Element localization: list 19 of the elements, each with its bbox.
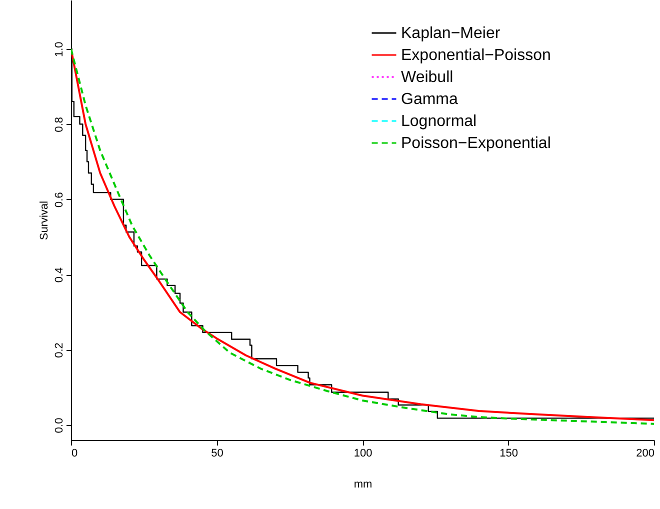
- y-tick-label: 0.4: [54, 267, 66, 283]
- y-tick-label: 0.0: [54, 418, 66, 434]
- y-tick-label: 0.6: [54, 192, 66, 208]
- y-tick-label: 1.0: [54, 42, 66, 58]
- x-tick-label: 50: [211, 448, 224, 460]
- x-tick-label: 200: [636, 448, 654, 460]
- legend-label: Kaplan−Meier: [401, 25, 501, 42]
- legend-label: Gamma: [401, 91, 458, 108]
- x-tick-label: 100: [354, 448, 372, 460]
- legend-label: Lognormal: [401, 113, 477, 130]
- legend-label: Exponential−Poisson: [401, 47, 551, 64]
- y-axis-title: Survival: [38, 200, 50, 240]
- y-tick-label: 0.8: [54, 116, 66, 132]
- x-axis-title: mm: [354, 478, 372, 490]
- x-tick-label: 0: [72, 448, 78, 460]
- legend-label: Weibull: [401, 69, 454, 86]
- legend-label: Poisson−Exponential: [401, 135, 551, 152]
- y-tick-label: 0.2: [54, 342, 66, 358]
- x-tick-label: 150: [500, 448, 518, 460]
